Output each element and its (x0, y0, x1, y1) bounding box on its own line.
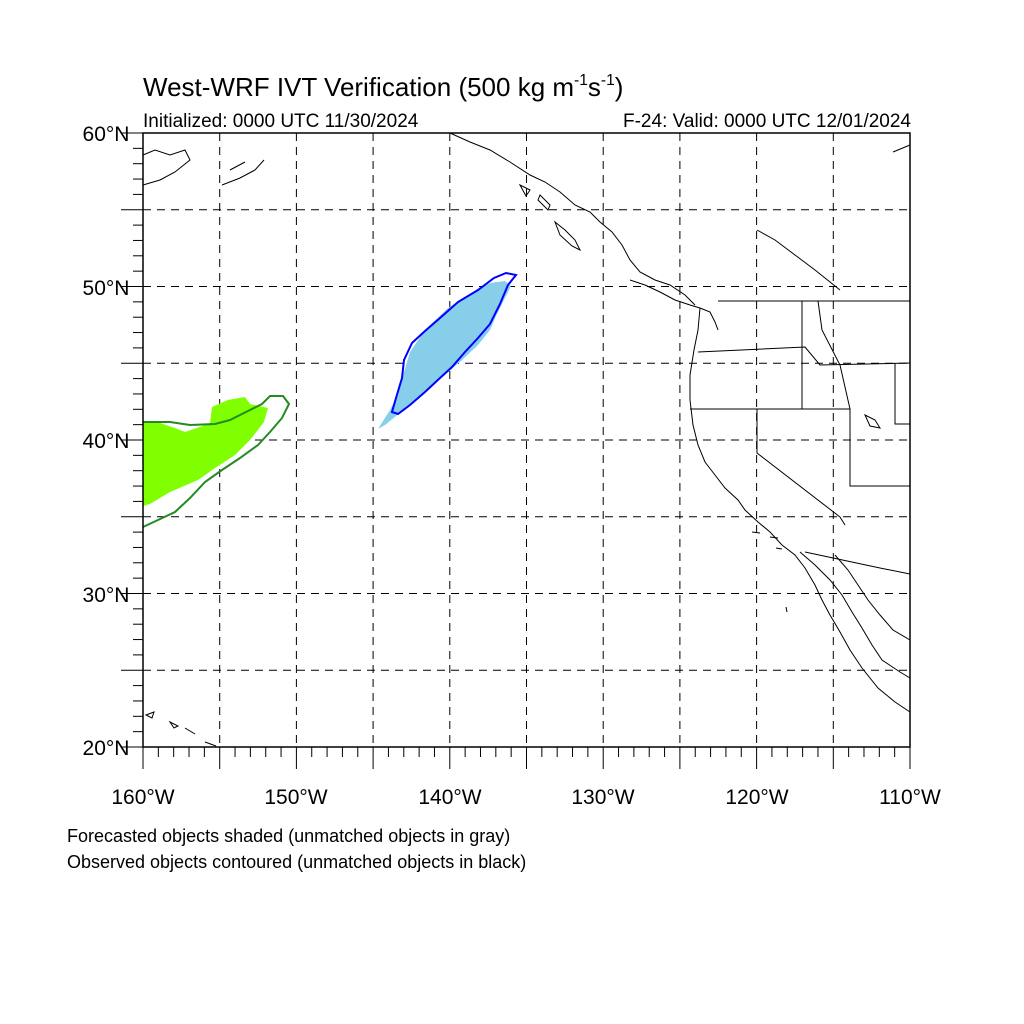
baja-peninsula (799, 551, 911, 679)
bering-islands (221, 159, 265, 186)
lat-label-60: 60°N (83, 123, 130, 146)
lon-label-140w: 140°W (418, 786, 481, 809)
nevada-border (756, 409, 841, 518)
us-west-coast (689, 307, 911, 713)
lat-label-30: 30°N (83, 584, 130, 607)
gulf-of-california (834, 554, 911, 641)
observed-note: Observed objects contoured (unmatched ob… (67, 852, 527, 872)
forecast-note: Forecasted objects shaded (unmatched obj… (67, 826, 511, 846)
hawaii-islands (144, 711, 217, 747)
alaska-coast (449, 132, 696, 306)
lon-label-150w: 150°W (264, 786, 327, 809)
alaska-islands (518, 183, 582, 252)
gridlines (143, 133, 910, 747)
coastlines (142, 132, 911, 747)
lon-label-160w: 160°W (111, 786, 174, 809)
lon-label-110w: 110°W (879, 786, 941, 809)
observed-object-green (142, 395, 291, 528)
axis-ticks (121, 132, 911, 769)
channel-islands (751, 531, 788, 613)
bc-coast (629, 279, 719, 331)
title-exponent-1: -1 (574, 72, 588, 90)
chart-title: West-WRF IVT Verification (500 kg m-1s-1… (143, 72, 623, 103)
lon-label-120w: 120°W (725, 786, 788, 809)
arizona-border (804, 516, 911, 575)
lake-outline (863, 413, 882, 429)
northeast-corner (892, 144, 911, 153)
forecast-object-green (143, 397, 268, 506)
title-text: West-WRF IVT Verification (500 kg m (143, 72, 575, 102)
canada-inland (756, 229, 841, 291)
idaho-border (801, 300, 910, 487)
title-text-end: ) (614, 72, 624, 102)
observed-object-blue (390, 271, 518, 416)
bering-coast (142, 149, 191, 186)
lat-label-50: 50°N (83, 277, 130, 300)
lon-label-130w: 130°W (571, 786, 634, 809)
oregon-border (697, 346, 911, 366)
title-exponent-2: -1 (600, 72, 615, 90)
initialized-label: Initialized: 0000 UTC 11/30/2024 (143, 111, 419, 132)
valid-time-label: F-24: Valid: 0000 UTC 12/01/2024 (623, 111, 911, 132)
lat-label-40: 40°N (83, 430, 130, 453)
lat-label-20: 20°N (83, 737, 130, 760)
title-text-s: s (587, 72, 601, 102)
forecast-object-blue (378, 281, 511, 429)
montana-border (894, 363, 910, 425)
